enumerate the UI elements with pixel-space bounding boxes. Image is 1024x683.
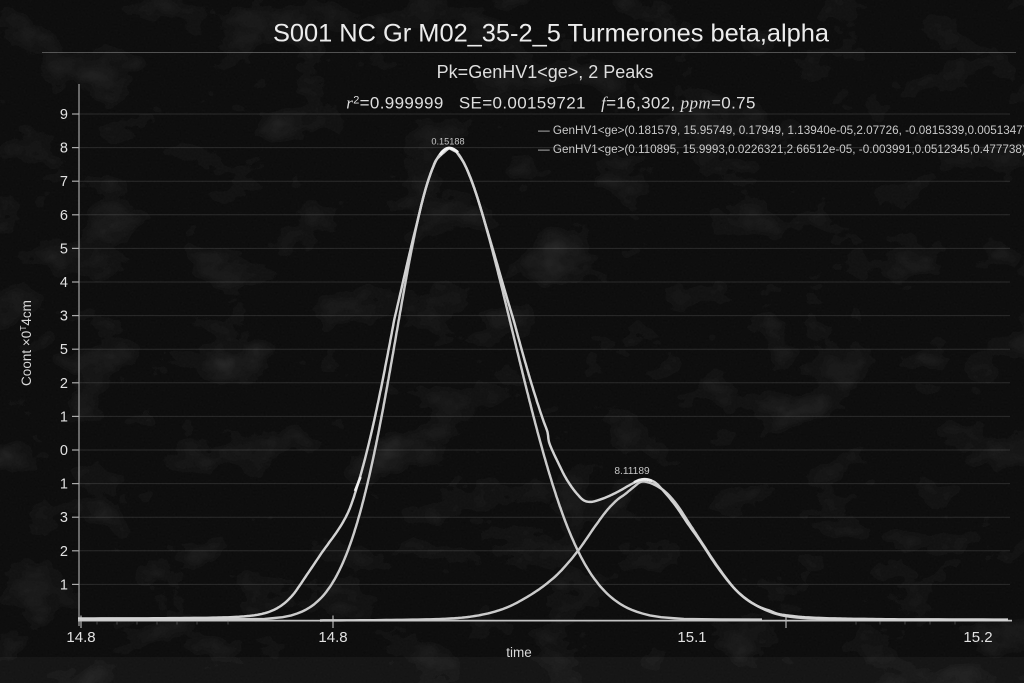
svg-text:0.15188: 0.15188	[431, 137, 464, 147]
svg-text:1: 1	[60, 477, 68, 493]
svg-text:6: 6	[60, 208, 68, 224]
svg-text:1: 1	[60, 577, 68, 593]
svg-text:3: 3	[60, 510, 68, 526]
svg-text:S001 NC Gr M02_35-2_5 Turmeron: S001 NC Gr M02_35-2_5 Turmerones beta,al…	[273, 20, 830, 48]
svg-text:14.8: 14.8	[318, 629, 347, 646]
svg-text:r2=0.999999 SE=0.00159721: r2=0.999999 SE=0.00159721 f=16,302, ppm=…	[346, 94, 756, 113]
svg-text:— GenHV1<ge>(0.110895, 15.9993: — GenHV1<ge>(0.110895, 15.9993,0.0226321…	[538, 143, 1024, 156]
svg-text:5: 5	[60, 342, 68, 358]
svg-text:8.11189: 8.11189	[614, 466, 650, 477]
svg-text:2: 2	[60, 376, 68, 392]
svg-text:4: 4	[60, 275, 68, 291]
svg-text:15.1: 15.1	[677, 629, 706, 646]
svg-text:1: 1	[60, 409, 68, 425]
svg-text:2: 2	[60, 544, 68, 560]
svg-text:— GenHV1<ge>(0.181579, 15.9574: — GenHV1<ge>(0.181579, 15.95749, 0.17949…	[538, 124, 1024, 137]
svg-text:Pk=GenHV1<ge>, 2 Peaks: Pk=GenHV1<ge>, 2 Peaks	[437, 62, 654, 82]
svg-text:time: time	[506, 645, 532, 660]
svg-text:7: 7	[60, 174, 68, 190]
svg-text:Coont ×0T4cm: Coont ×0T4cm	[18, 300, 34, 386]
svg-text:8: 8	[60, 141, 68, 157]
svg-text:15.2: 15.2	[963, 629, 992, 646]
svg-text:14.8: 14.8	[66, 629, 95, 646]
svg-text:5: 5	[60, 241, 68, 257]
svg-text:3: 3	[60, 309, 68, 325]
svg-text:0: 0	[60, 443, 68, 459]
svg-text:9: 9	[60, 107, 68, 123]
